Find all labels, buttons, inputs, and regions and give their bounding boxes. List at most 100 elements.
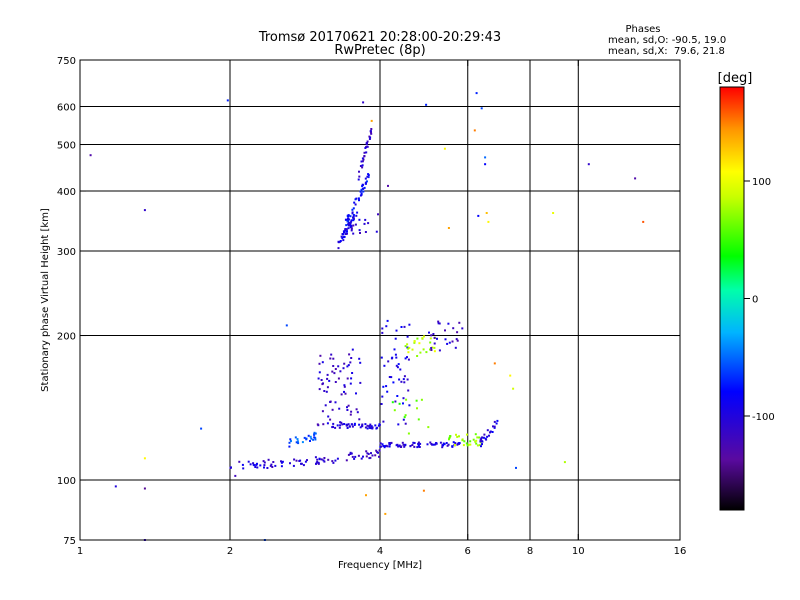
data-point: [368, 426, 371, 429]
data-point: [395, 356, 398, 359]
data-point: [475, 439, 478, 442]
data-point: [353, 424, 356, 426]
data-point: [313, 433, 316, 436]
data-point: [351, 455, 354, 458]
data-point: [363, 155, 366, 158]
data-point: [495, 422, 498, 425]
data-point: [370, 132, 373, 135]
data-point: [367, 176, 370, 179]
data-point: [355, 408, 358, 411]
colorbar-tick-label: -100: [752, 412, 775, 423]
data-point: [466, 433, 468, 436]
data-point: [419, 442, 422, 445]
data-point: [489, 430, 492, 433]
data-point: [369, 423, 372, 426]
data-point: [329, 400, 332, 403]
data-point: [407, 389, 410, 392]
data-point: [337, 365, 340, 368]
data-point: [364, 231, 367, 233]
data-point: [493, 362, 496, 365]
x-tick-label: 16: [674, 546, 687, 557]
data-point: [347, 215, 350, 218]
data-point: [341, 423, 344, 426]
data-point: [448, 436, 451, 439]
data-point: [496, 419, 499, 422]
data-point: [380, 356, 383, 359]
data-point: [316, 458, 319, 461]
data-point: [365, 455, 368, 458]
data-point: [431, 346, 434, 349]
data-point: [487, 220, 490, 223]
data-point: [317, 377, 320, 380]
data-point: [455, 433, 457, 436]
data-point: [333, 372, 336, 375]
data-point: [437, 320, 440, 323]
data-point: [345, 424, 348, 427]
data-point: [491, 431, 494, 433]
data-point: [344, 228, 347, 231]
data-point: [346, 427, 349, 429]
data-point: [364, 423, 367, 426]
data-point: [357, 454, 360, 457]
data-point: [320, 458, 323, 461]
data-point: [336, 457, 339, 460]
data-point: [314, 456, 317, 459]
data-point: [346, 377, 349, 380]
data-point: [358, 170, 360, 173]
data-point: [379, 442, 382, 445]
data-point: [381, 443, 384, 446]
data-point: [361, 166, 364, 169]
data-point: [352, 207, 355, 210]
data-point: [349, 382, 352, 385]
data-point: [400, 380, 403, 383]
data-point: [454, 346, 457, 349]
data-point: [344, 218, 347, 221]
data-point: [407, 432, 410, 435]
data-point: [386, 445, 389, 448]
data-point: [444, 338, 447, 341]
data-point: [387, 184, 389, 187]
data-point: [367, 173, 370, 176]
data-point: [296, 438, 299, 441]
data-point: [486, 429, 489, 432]
data-points: [89, 92, 645, 541]
data-point: [429, 341, 432, 344]
data-point: [349, 226, 352, 229]
data-point: [409, 445, 412, 448]
data-point: [306, 459, 308, 462]
data-point: [478, 436, 481, 439]
data-point: [407, 347, 410, 350]
data-point: [407, 351, 410, 354]
data-point: [445, 442, 448, 444]
data-point: [476, 444, 479, 447]
data-point: [350, 423, 353, 426]
data-point: [362, 187, 365, 190]
data-point: [385, 385, 388, 388]
y-tick-label: 75: [63, 536, 76, 547]
data-point: [433, 342, 436, 345]
data-point: [435, 442, 438, 444]
data-point: [334, 368, 337, 370]
data-point: [330, 353, 333, 356]
data-point: [357, 178, 360, 181]
data-point: [340, 421, 343, 424]
data-point: [315, 461, 318, 464]
data-point: [263, 461, 266, 464]
y-tick-label: 100: [57, 476, 76, 487]
data-point: [552, 212, 555, 214]
data-point: [395, 364, 398, 367]
data-point: [262, 460, 265, 463]
data-point: [339, 424, 342, 427]
data-point: [249, 463, 252, 466]
data-point: [362, 190, 365, 193]
data-point: [318, 371, 321, 374]
data-point: [394, 337, 397, 340]
data-point: [346, 220, 349, 223]
data-point: [344, 392, 347, 395]
data-point: [370, 119, 373, 122]
data-point: [353, 457, 356, 460]
data-point: [319, 354, 322, 357]
data-point: [479, 440, 482, 443]
data-point: [404, 422, 407, 425]
data-point: [446, 342, 449, 345]
